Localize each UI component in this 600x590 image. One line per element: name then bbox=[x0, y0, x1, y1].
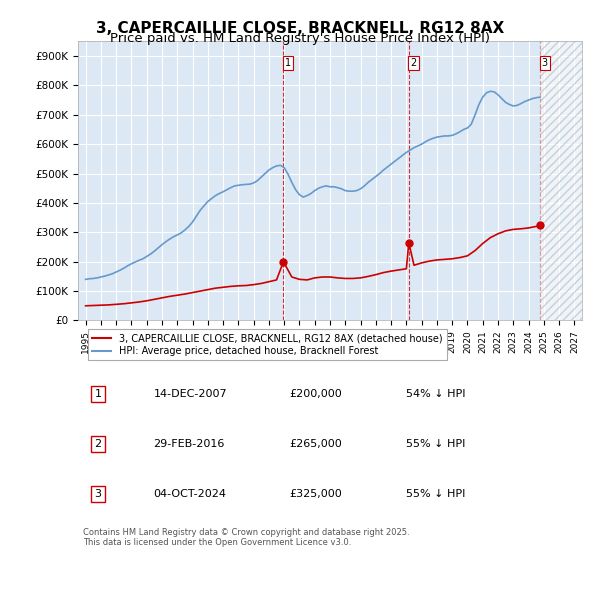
Text: Contains HM Land Registry data © Crown copyright and database right 2025.
This d: Contains HM Land Registry data © Crown c… bbox=[83, 528, 410, 548]
Text: 3, CAPERCAILLIE CLOSE, BRACKNELL, RG12 8AX: 3, CAPERCAILLIE CLOSE, BRACKNELL, RG12 8… bbox=[96, 21, 504, 35]
Text: 29-FEB-2016: 29-FEB-2016 bbox=[154, 439, 225, 449]
Text: 3: 3 bbox=[95, 489, 101, 499]
Text: 1: 1 bbox=[95, 389, 101, 399]
Text: 14-DEC-2007: 14-DEC-2007 bbox=[154, 389, 227, 399]
Text: 3: 3 bbox=[542, 58, 548, 68]
Text: 2: 2 bbox=[410, 58, 416, 68]
Legend: 3, CAPERCAILLIE CLOSE, BRACKNELL, RG12 8AX (detached house), HPI: Average price,: 3, CAPERCAILLIE CLOSE, BRACKNELL, RG12 8… bbox=[88, 329, 446, 360]
Text: 04-OCT-2024: 04-OCT-2024 bbox=[154, 489, 227, 499]
Text: 2: 2 bbox=[95, 439, 102, 449]
Text: 1: 1 bbox=[285, 58, 291, 68]
Text: 55% ↓ HPI: 55% ↓ HPI bbox=[406, 439, 465, 449]
Text: 55% ↓ HPI: 55% ↓ HPI bbox=[406, 489, 465, 499]
Text: £325,000: £325,000 bbox=[290, 489, 343, 499]
Text: 54% ↓ HPI: 54% ↓ HPI bbox=[406, 389, 465, 399]
Text: Price paid vs. HM Land Registry's House Price Index (HPI): Price paid vs. HM Land Registry's House … bbox=[110, 32, 490, 45]
Text: £200,000: £200,000 bbox=[290, 389, 343, 399]
Text: £265,000: £265,000 bbox=[290, 439, 343, 449]
